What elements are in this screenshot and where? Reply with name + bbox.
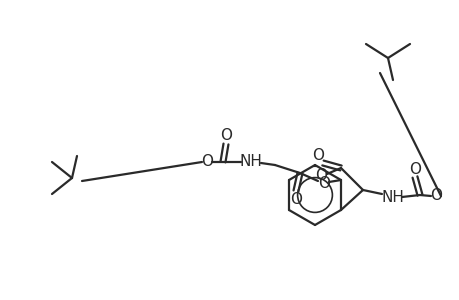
- Text: O: O: [289, 191, 301, 206]
- Text: O: O: [314, 169, 326, 184]
- Text: NH: NH: [239, 154, 262, 169]
- Text: O: O: [408, 161, 420, 176]
- Text: O: O: [219, 128, 231, 143]
- Text: O: O: [429, 188, 441, 203]
- Text: O: O: [311, 148, 323, 164]
- Text: O: O: [317, 176, 329, 190]
- Text: O: O: [201, 154, 213, 169]
- Text: −: −: [309, 160, 319, 173]
- Text: NH: NH: [381, 190, 403, 205]
